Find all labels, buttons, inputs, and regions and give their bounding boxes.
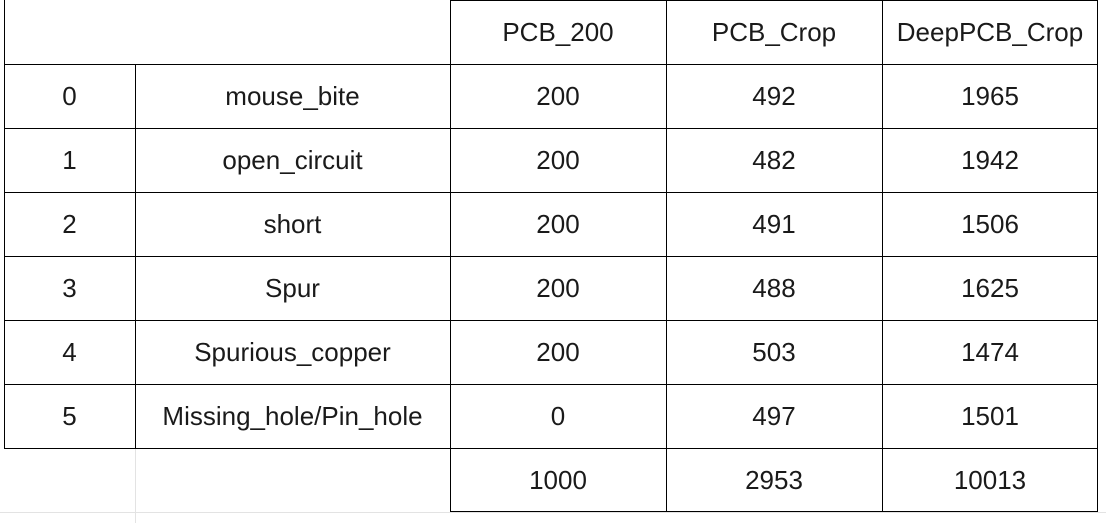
table-cell-id[interactable]: 5: [62, 400, 77, 431]
header-cell-deeppcb-crop[interactable]: DeepPCB_Crop: [896, 16, 1084, 47]
table-cell-id[interactable]: 3: [62, 272, 77, 303]
table-cell-pcb-crop[interactable]: 488: [752, 272, 796, 303]
table-cell-id[interactable]: 4: [62, 336, 77, 367]
table-cell-pcb-crop[interactable]: 497: [752, 400, 796, 431]
table-cell-class[interactable]: short: [263, 208, 322, 239]
table-cell-class[interactable]: mouse_bite: [225, 80, 360, 111]
table-cell-deeppcb-crop[interactable]: 1942: [961, 144, 1019, 175]
table-border-h: [4, 320, 1098, 321]
table-cell-deeppcb-crop[interactable]: 1965: [961, 80, 1019, 111]
table-border-h: [450, 0, 1098, 1]
table-cell-deeppcb-crop[interactable]: 1474: [961, 336, 1019, 367]
table-cell-pcb-crop[interactable]: 503: [752, 336, 796, 367]
table-cell-pcb200[interactable]: 200: [536, 208, 580, 239]
spreadsheet-gridline: [0, 512, 1106, 513]
table-border-h: [4, 192, 1098, 193]
table-border-h: [4, 448, 1098, 449]
table-cell-pcb-crop[interactable]: 491: [752, 208, 796, 239]
table-cell-id[interactable]: 0: [62, 80, 77, 111]
header-cell-index[interactable]: [4, 0, 450, 64]
table-border-h: [450, 511, 1098, 512]
table-cell-pcb-crop[interactable]: 482: [752, 144, 796, 175]
table-cell-class[interactable]: open_circuit: [222, 144, 363, 175]
table-border-h: [4, 384, 1098, 385]
table-cell-pcb200[interactable]: 200: [536, 144, 580, 175]
spreadsheet-gridline: [135, 448, 136, 523]
table-cell-class[interactable]: Missing_hole/Pin_hole: [162, 400, 423, 431]
table-cell-pcb200[interactable]: 200: [536, 272, 580, 303]
table-border-v: [4, 0, 5, 448]
total-cell-deeppcb-crop[interactable]: 10013: [953, 464, 1027, 495]
table-cell-pcb200[interactable]: 200: [536, 80, 580, 111]
table-cell-class[interactable]: Spurious_copper: [194, 336, 391, 367]
header-cell-pcb-crop[interactable]: PCB_Crop: [711, 16, 837, 47]
table-cell-pcb200[interactable]: 200: [536, 336, 580, 367]
table-cell-id[interactable]: 2: [62, 208, 77, 239]
table-border-v: [135, 64, 136, 448]
table-cell-id[interactable]: 1: [62, 144, 77, 175]
table-border-v: [450, 0, 451, 512]
total-cell-pcb-crop[interactable]: 2953: [745, 464, 803, 495]
table-cell-pcb200[interactable]: 0: [550, 400, 566, 431]
table-cell-deeppcb-crop[interactable]: 1501: [961, 400, 1019, 431]
header-cell-pcb200[interactable]: PCB_200: [502, 16, 614, 47]
total-cell-pcb200[interactable]: 1000: [529, 464, 587, 495]
table-border-h: [4, 128, 1098, 129]
table-border-v: [882, 0, 883, 512]
table-cell-class[interactable]: Spur: [265, 272, 320, 303]
table-cell-deeppcb-crop[interactable]: 1506: [961, 208, 1019, 239]
table-border-h: [4, 64, 1098, 65]
table-cell-deeppcb-crop[interactable]: 1625: [961, 272, 1019, 303]
table-cell-pcb-crop[interactable]: 492: [752, 80, 796, 111]
table-border-v: [666, 0, 667, 512]
table-border-v: [1097, 0, 1098, 512]
table-border-h: [4, 256, 1098, 257]
